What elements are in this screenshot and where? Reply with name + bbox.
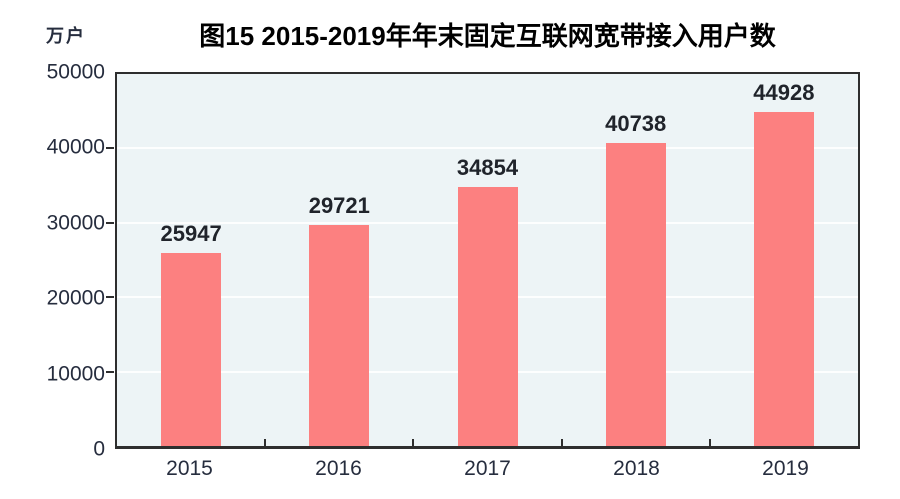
x-tick-label-2015: 2015 (166, 457, 213, 480)
gridline-40000 (117, 147, 858, 150)
x-tick-label-2016: 2016 (315, 457, 362, 480)
x-axis-labels: 2015 2016 2017 2018 2019 (115, 458, 860, 486)
x-tick-label-2017: 2017 (464, 457, 511, 480)
bar-2018 (605, 142, 666, 446)
y-axis-unit-label: 万户 (46, 26, 86, 46)
x-tick-label-2018: 2018 (613, 457, 660, 480)
y-tick-mark-10000 (106, 370, 114, 373)
y-axis-labels: 0 10000 20000 30000 40000 50000 (0, 62, 105, 460)
y-tick-label-10000: 10000 (46, 362, 105, 386)
y-tick-label-30000: 30000 (46, 211, 105, 235)
bar-2016 (309, 224, 370, 446)
value-label-2016: 29721 (308, 192, 370, 218)
x-tick-mark-3 (560, 439, 563, 446)
y-tick-label-0: 0 (93, 437, 105, 461)
y-tick-label-40000: 40000 (46, 135, 105, 159)
y-tick-mark-40000 (106, 147, 114, 150)
x-tick-mark-4 (708, 439, 711, 446)
value-label-2018: 40738 (605, 110, 667, 136)
y-tick-mark-30000 (106, 221, 114, 224)
y-axis-tick-marks (106, 74, 115, 446)
bar-2017 (457, 186, 518, 446)
value-label-2017: 34854 (456, 154, 519, 180)
x-tick-label-2019: 2019 (762, 457, 809, 480)
y-tick-label-50000: 50000 (46, 60, 105, 84)
chart-title: 图15 2015-2019年年末固定互联网宽带接入用户数 (199, 21, 776, 51)
plot-area: 25947 29721 34854 40738 44928 (115, 72, 860, 449)
x-tick-mark-1 (264, 439, 267, 446)
value-label-2015: 25947 (160, 220, 222, 246)
bar-2019 (753, 111, 814, 446)
y-tick-mark-20000 (106, 296, 114, 299)
value-label-2019: 44928 (753, 79, 815, 105)
y-tick-label-20000: 20000 (46, 286, 105, 310)
x-tick-mark-2 (412, 439, 415, 446)
bar-2015 (161, 252, 222, 446)
